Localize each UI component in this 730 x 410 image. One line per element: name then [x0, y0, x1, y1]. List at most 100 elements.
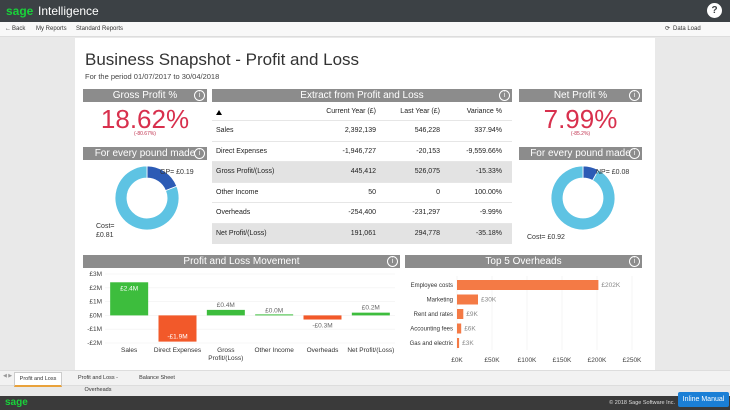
top-bar: sage Intelligence ? [0, 0, 730, 22]
segment-name: GP= [160, 169, 175, 176]
bar [158, 315, 197, 342]
back-arrow: ← [5, 26, 11, 32]
tab[interactable]: Profit and Loss - Overheads [77, 375, 119, 393]
panel-title: For every pound made [94, 148, 196, 159]
panel-title: Profit and Loss Movement [183, 256, 300, 267]
row-label: Sales [216, 127, 234, 134]
table-row: Gross Profit/(Loss) 445,412 526,075 -15.33% [212, 161, 512, 182]
x-tick-label: £200K [588, 357, 607, 364]
help-icon[interactable]: ? [707, 3, 722, 18]
bar [255, 314, 294, 316]
segment-value: £0.81 [96, 232, 114, 239]
value-label: £9K [466, 311, 478, 318]
y-tick-label: Gas and electric [410, 341, 453, 347]
segment-name: Cost= [527, 234, 546, 241]
column-header: Current Year (£) [326, 108, 376, 115]
info-icon[interactable]: i [629, 148, 640, 159]
donut-chart [550, 165, 616, 231]
y-tick-label: £0M [89, 312, 102, 319]
value-label: £6K [464, 326, 476, 333]
bar [457, 323, 462, 334]
table-cell: 50 [368, 188, 376, 196]
bar [110, 282, 149, 316]
y-tick-label: Employee costs [411, 283, 453, 289]
bar [351, 312, 390, 316]
data-load-link[interactable]: Data Load [673, 26, 701, 32]
info-icon[interactable]: i [194, 148, 205, 159]
panel-header: Gross Profit % i [83, 89, 207, 102]
tab[interactable]: Profit and Loss [14, 372, 62, 387]
x-tick-label: Gross Profit/(Loss) [208, 347, 244, 362]
segment-value: £0.08 [611, 169, 630, 176]
footer: sage © 2018 Sage Software Inc. [0, 396, 730, 410]
panel-title: Gross Profit % [112, 90, 178, 101]
table-row: Sales 2,392,139 546,228 337.94% [212, 120, 512, 141]
tab[interactable]: Balance Sheet [139, 375, 175, 381]
column-header: Last Year (£) [400, 108, 440, 115]
table-cell: 191,061 [350, 229, 376, 237]
y-tick-label: £1M [89, 299, 102, 306]
info-icon[interactable]: i [387, 256, 398, 267]
table-cell: -35.18% [475, 229, 502, 237]
row-label: Other Income [216, 188, 259, 196]
bar [457, 294, 478, 305]
table-row: Other Income 50 0 100.00% [212, 181, 512, 203]
x-tick-label: Net Profit/(Loss) [347, 347, 395, 354]
table-cell: -9.99% [479, 209, 502, 216]
nav-link[interactable]: My Reports [36, 26, 67, 32]
info-icon[interactable]: i [194, 90, 205, 101]
info-icon[interactable]: i [499, 90, 510, 101]
donut-segment [550, 165, 616, 231]
panel-header: Profit and Loss Movement i [83, 255, 400, 268]
x-tick-label: Overheads [306, 347, 339, 354]
panel-header: For every pound made i [83, 147, 207, 160]
table-cell: 100.00% [474, 188, 502, 196]
table-cell: 0 [436, 188, 440, 196]
product: Intelligence [38, 4, 99, 18]
table-cell: 2,392,139 [344, 127, 376, 134]
table-cell: 337.94% [474, 127, 502, 134]
report-subtitle: For the period 01/07/2017 to 30/04/2018 [85, 72, 220, 81]
bar [457, 338, 460, 348]
table-cell: -20,153 [416, 147, 440, 155]
x-tick-label: £250K [623, 357, 642, 364]
x-tick-label: Direct Expenses [153, 347, 202, 354]
x-tick-label: £0K [451, 357, 463, 364]
x-tick-label: £100K [518, 357, 537, 364]
value-label: £202K [601, 282, 620, 289]
panel-header: For every pound made i [519, 147, 642, 160]
table-cell: 526,075 [414, 168, 440, 175]
table-row: Direct Expenses -1,946,727 -20,153 -9,559.6… [212, 140, 512, 162]
value-label: £30K [481, 297, 497, 304]
panel-header: Top 5 Overheads i [405, 255, 642, 268]
bar [457, 309, 464, 319]
table: Current Year (£) Last Year (£) Variance % S… [212, 104, 512, 246]
table-row: Net Profit/(Loss) 191,061 294,778 -35.18% [212, 222, 512, 244]
info-icon[interactable]: i [629, 90, 640, 101]
sort-icon [216, 110, 222, 115]
bar [206, 309, 245, 316]
nav-bar: ← Back My Reports Standard Reports ⟳ Dat… [0, 22, 730, 37]
refresh-icon: ⟳ [665, 26, 671, 32]
value-label: £0.4M [217, 302, 235, 309]
bar [457, 280, 599, 290]
donut-label: Cost= £0.81 [96, 222, 124, 240]
back-link[interactable]: Back [12, 26, 26, 32]
table-cell: -254,400 [348, 209, 376, 216]
y-tick-label: £2M [89, 285, 102, 292]
panel-title: Net Profit % [553, 90, 608, 101]
donut-label: NP= £0.08 [596, 168, 646, 177]
kpi-change: (-85.2%) [570, 131, 591, 137]
row-label: Gross Profit/(Loss) [216, 168, 275, 175]
inline-manual-button[interactable]: Inline Manual [678, 392, 729, 407]
kpi-value: 7.99% [543, 104, 618, 134]
value-label: £2.4M [120, 285, 138, 292]
info-icon[interactable]: i [629, 256, 640, 267]
panel-header: Extract from Profit and Loss i [212, 89, 512, 102]
kpi-change: (-80.67%) [134, 131, 156, 137]
panel-header: Net Profit % i [519, 89, 642, 102]
y-tick-label: £3M [89, 271, 102, 278]
nav-link[interactable]: Standard Reports [76, 26, 124, 32]
segment-name: NP= [596, 169, 610, 176]
y-tick-label: Rent and rates [414, 312, 453, 318]
